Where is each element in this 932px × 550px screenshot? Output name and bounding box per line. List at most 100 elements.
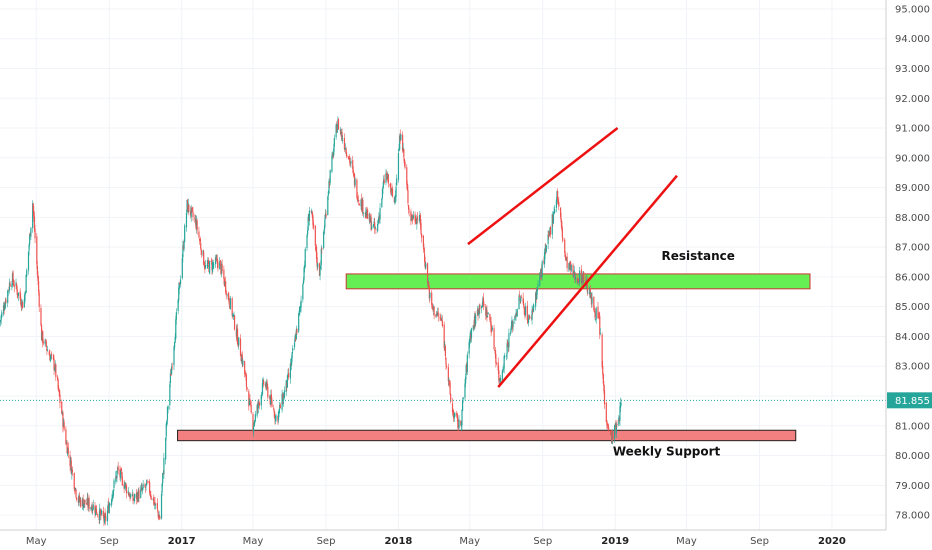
candle-down (58, 388, 60, 390)
candle-up (536, 290, 538, 299)
price-tick-label: 92.000 (895, 94, 930, 105)
candle-up (173, 342, 176, 348)
candle-down (225, 291, 227, 296)
trendline-2 (497, 174, 678, 388)
candle-up (160, 493, 163, 519)
candle-up (103, 514, 106, 523)
candle-up (441, 318, 443, 320)
candle-down (431, 303, 433, 308)
candle-down (36, 265, 39, 275)
candle-down (210, 260, 213, 262)
price-tick-label: 94.000 (895, 34, 930, 45)
candle-down (605, 402, 607, 422)
candle-up (619, 402, 622, 408)
candle-down (356, 197, 359, 201)
price-tick-label: 88.000 (895, 213, 930, 224)
candle-up (28, 244, 30, 251)
candle-up (7, 290, 9, 292)
candle-up (372, 223, 375, 227)
candle-up (336, 124, 338, 133)
candle-up (109, 503, 111, 506)
candle-down (494, 350, 496, 355)
candle-down (370, 216, 372, 230)
candle-down (37, 281, 40, 292)
candle-up (429, 293, 431, 298)
candle-up (468, 341, 470, 354)
candle-up (319, 269, 321, 276)
candle-up (27, 251, 30, 271)
candle-down (5, 299, 7, 303)
candle-down (144, 485, 146, 487)
candle-down (414, 214, 416, 222)
candle-up (537, 284, 539, 287)
candle-up (291, 352, 293, 359)
candle-up (323, 232, 325, 248)
candle-down (53, 358, 55, 370)
candle-up (329, 170, 331, 183)
candle-down (192, 211, 194, 218)
candle-down (244, 361, 246, 374)
weekly-support-zone (177, 429, 797, 442)
price-tick-label: 85.000 (895, 302, 930, 313)
candle-down (356, 179, 358, 198)
candle-up (17, 292, 20, 296)
candle-down (200, 249, 202, 255)
candle-up (306, 235, 308, 248)
candle-down (249, 402, 252, 406)
candle-up (478, 313, 480, 315)
candle-down (59, 394, 61, 404)
candle-up (412, 215, 414, 219)
candle-up (555, 199, 558, 208)
candle-up (418, 219, 420, 221)
candle-up (381, 198, 383, 208)
candle-up (141, 487, 144, 491)
candle-down (353, 173, 356, 186)
candle-up (154, 503, 157, 505)
candle-up (124, 482, 126, 487)
candle-down (608, 427, 610, 431)
time-axis[interactable]: May Sep 2017 May Sep 2018 May Sep 2019 May Sep 2020 (26, 536, 846, 547)
candle-up (464, 376, 467, 384)
candle-down (456, 413, 458, 418)
candle-down (602, 366, 604, 375)
candle-down (490, 322, 492, 332)
price-tick-label: 83.000 (895, 362, 930, 373)
candle-up (570, 265, 572, 271)
candle-up (298, 313, 300, 332)
price-tick-label: 91.000 (895, 124, 930, 135)
candle-down (601, 334, 603, 367)
candle-up (295, 329, 297, 339)
candle-down (65, 429, 67, 445)
candle-up (333, 137, 335, 147)
time-tick-label: 2017 (168, 536, 196, 547)
candle-down (63, 422, 65, 430)
candle-down (489, 313, 491, 321)
candle-up (460, 423, 463, 427)
candle-up (300, 300, 302, 308)
candle-down (138, 490, 140, 499)
candle-up (470, 328, 473, 339)
candle-down (422, 235, 425, 247)
candle-down (606, 424, 609, 426)
candle-down (42, 331, 44, 344)
candle-down (102, 511, 104, 517)
candle-down (610, 430, 612, 435)
candle-down (48, 351, 50, 356)
last-price-tag: 81.855 (887, 392, 932, 409)
candle-up (74, 487, 77, 490)
candle-down (170, 373, 172, 376)
candle-up (124, 485, 126, 489)
candle-up (574, 276, 577, 280)
candle-up (532, 306, 534, 310)
candle-down (597, 306, 599, 318)
candle-up (254, 420, 256, 424)
candle-down (557, 191, 559, 201)
candle-up (516, 309, 518, 317)
candle-down (86, 503, 88, 505)
candle-up (130, 494, 132, 498)
candle-up (381, 188, 384, 199)
candle-up (466, 354, 468, 372)
candle-up (113, 480, 115, 489)
candle-down (524, 314, 526, 316)
